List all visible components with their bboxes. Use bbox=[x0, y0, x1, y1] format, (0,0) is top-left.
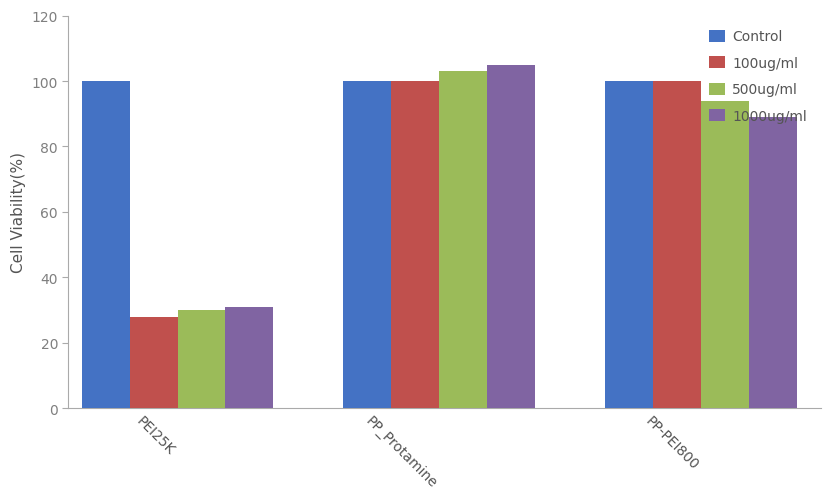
Y-axis label: Cell Viability(%): Cell Viability(%) bbox=[11, 152, 26, 273]
Bar bbox=[177, 311, 225, 408]
Legend: Control, 100ug/ml, 500ug/ml, 1000ug/ml: Control, 100ug/ml, 500ug/ml, 1000ug/ml bbox=[701, 24, 814, 131]
Bar bbox=[749, 118, 797, 408]
Bar bbox=[439, 72, 488, 408]
Bar bbox=[225, 307, 274, 408]
Bar bbox=[701, 101, 749, 408]
Bar bbox=[344, 82, 391, 408]
Bar bbox=[130, 317, 177, 408]
Bar bbox=[488, 66, 535, 408]
Bar bbox=[653, 82, 701, 408]
Bar bbox=[82, 82, 130, 408]
Bar bbox=[391, 82, 439, 408]
Bar bbox=[605, 82, 653, 408]
